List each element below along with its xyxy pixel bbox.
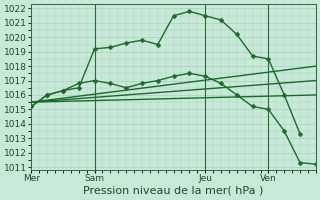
X-axis label: Pression niveau de la mer( hPa ): Pression niveau de la mer( hPa ) xyxy=(84,186,264,196)
